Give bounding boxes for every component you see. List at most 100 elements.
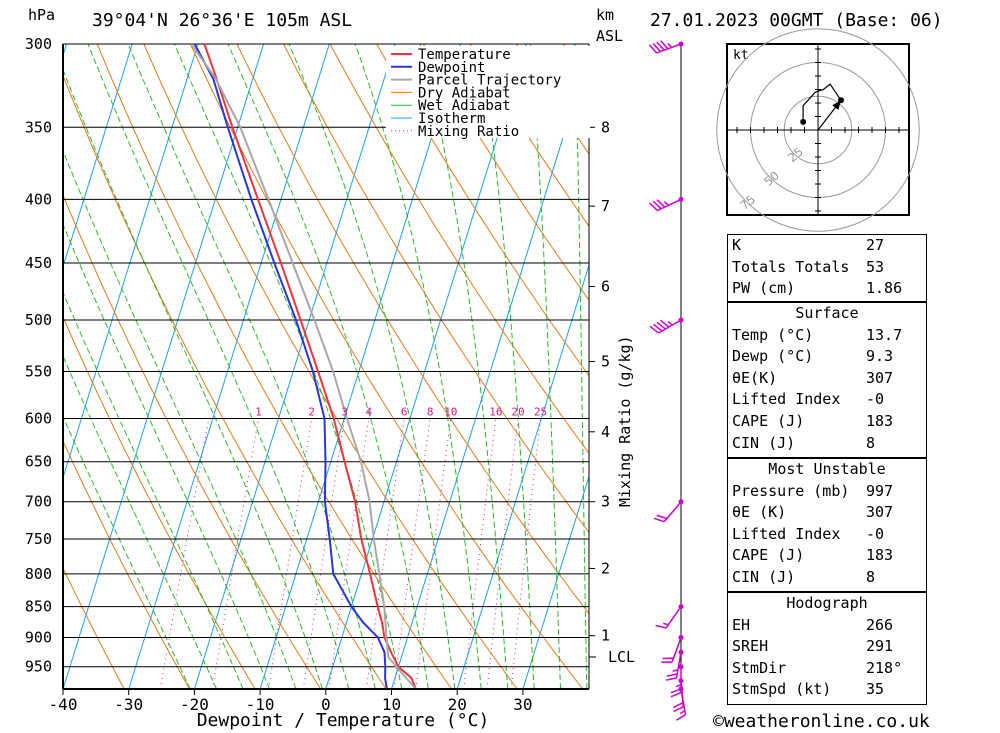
dry-adiabat-line — [63, 566, 125, 689]
km-tick-label: 1 — [601, 627, 610, 645]
dry-adiabat-line — [422, 44, 589, 302]
x-tick-label: -40 — [49, 695, 78, 714]
most-unstable-panel: Most Unstable Pressure (mb) 997 θE (K) 307 L… — [727, 458, 927, 592]
x-tick-label: 30 — [513, 695, 532, 714]
wind-barb-flag — [656, 41, 665, 51]
summary-row: K 27 — [728, 235, 926, 257]
x-tick-label: -30 — [114, 695, 143, 714]
pressure-tick-label: 400 — [25, 190, 52, 208]
surface-row: CAPE (J) 183 — [728, 411, 926, 433]
hodograph-ring — [716, 28, 920, 232]
wind-barb-flag — [662, 657, 674, 660]
isotherm-line — [391, 52, 589, 689]
dry-adiabat-line — [236, 44, 589, 615]
surface-label: Lifted Index — [732, 390, 841, 409]
most-unstable-row: Lifted Index -0 — [728, 524, 926, 546]
wind-barb-staff — [675, 652, 682, 679]
mixing-ratio-line — [268, 418, 313, 689]
summary-value: 27 — [866, 236, 885, 254]
surface-label: CAPE (J) — [732, 411, 805, 430]
wind-barb-flag — [656, 514, 668, 520]
mixing-ratio-label: 25 — [534, 405, 547, 418]
summary-value: 53 — [866, 257, 885, 276]
surface-value: 9.3 — [866, 347, 894, 366]
surface-value: 183 — [866, 411, 894, 430]
km-tick-label: 6 — [601, 278, 610, 296]
mixing-ratio-label: 10 — [444, 405, 457, 418]
most-unstable-value: 8 — [866, 567, 876, 586]
surface-value: 13.7 — [866, 325, 903, 344]
wind-barb — [655, 606, 682, 629]
legend-label: Temperature — [418, 47, 511, 63]
legend-label: Mixing Ratio — [418, 124, 519, 140]
dry-adiabat-line — [96, 44, 453, 689]
dry-adiabat-line — [469, 44, 589, 228]
mixing-ratio-line — [328, 418, 370, 689]
wet-adiabat-line — [63, 68, 323, 689]
wind-barb-staff — [663, 501, 682, 523]
most-unstable-title: Most Unstable — [768, 460, 886, 478]
lcl-label: LCL — [608, 648, 635, 666]
wind-profile — [648, 40, 687, 721]
legend-label: Parcel Trajectory — [418, 73, 561, 89]
dry-adiabat-line — [329, 44, 589, 455]
legend-background — [386, 46, 590, 138]
wind-barb-half — [672, 669, 679, 672]
hodograph-row: StmSpd (kt) 35 — [728, 679, 926, 701]
surface-rows: Temp (°C) 13.7 Dewp (°C) 9.3 θE(K) 307 Lifted … — [728, 325, 926, 455]
isotherm-line — [456, 263, 589, 689]
location-title: 39°04'N 26°36'E 105m ASL — [92, 10, 353, 31]
km-tick-label: 2 — [601, 559, 610, 577]
parcel-trajectory-line — [190, 44, 417, 689]
pressure-tick-label: 350 — [25, 118, 52, 136]
most-unstable-value: 307 — [866, 503, 894, 522]
wet-adiabat-line — [529, 44, 561, 689]
km-tick-label: 4 — [601, 423, 610, 441]
most-unstable-label: θE (K) — [732, 503, 787, 522]
surface-value: 307 — [866, 368, 894, 387]
isotherm-line — [63, 44, 265, 689]
mixing-ratio-label: 3 — [341, 405, 348, 418]
surface-row: Temp (°C) 13.7 — [728, 325, 926, 347]
isotherm-line — [193, 44, 396, 689]
dry-adiabat-line — [63, 194, 322, 689]
surface-label: Temp (°C) — [732, 325, 814, 344]
mixing-ratio-line — [486, 418, 519, 689]
most-unstable-value: 997 — [866, 481, 894, 500]
summary-indices-panel: K 27 Totals Totals 53 PW (cm) 1.86 — [727, 234, 927, 302]
hodograph-panel: Hodograph EH 266 SREH 291 StmDir 218° StmSpd (… — [727, 592, 927, 705]
wind-barb — [649, 319, 682, 334]
profiles — [190, 44, 417, 689]
hodograph-label: EH — [732, 615, 751, 634]
mixing-ratio-line — [510, 418, 541, 689]
dry-adiabat-line — [936, 44, 1000, 689]
wind-barb-half — [679, 710, 686, 715]
legend-label: Dry Adiabat — [418, 85, 511, 101]
surface-row: CIN (J) 8 — [728, 433, 926, 455]
copyright-notice[interactable]: ©weatheronline.co.uk — [713, 711, 930, 732]
surface-panel: Surface Temp (°C) 13.7 Dewp (°C) 9.3 θE(K) 30… — [727, 302, 927, 458]
summary-row: Totals Totals 53 — [728, 257, 926, 279]
wind-barb — [665, 652, 682, 681]
pressure-tick-label: 650 — [25, 453, 52, 471]
storm-motion-arrowhead — [832, 100, 841, 110]
summary-rows: K 27 Totals Totals 53 PW (cm) 1.86 — [728, 235, 926, 300]
surface-value: -0 — [866, 390, 885, 409]
hodograph-label: SREH — [732, 637, 769, 656]
hodograph-value: 218° — [866, 658, 903, 677]
wet-adiabat-line — [63, 291, 244, 689]
mixing-ratio-axis-label: Mixing Ratio (g/kg) — [616, 335, 634, 507]
wind-barb-flag — [659, 319, 670, 328]
wind-barb-flag — [653, 517, 665, 523]
pressure-tick-label: 850 — [25, 598, 52, 616]
hodograph-value: 266 — [866, 615, 894, 634]
wind-barb — [648, 40, 682, 54]
surface-value: 8 — [866, 433, 876, 452]
x-tick-label: -10 — [246, 695, 275, 714]
summary-label: PW (cm) — [732, 279, 796, 298]
pressure-unit-label: hPa — [28, 6, 56, 24]
dry-adiabat-line — [283, 44, 589, 534]
most-unstable-label: CAPE (J) — [732, 546, 805, 565]
wind-barb-flag — [660, 40, 669, 50]
